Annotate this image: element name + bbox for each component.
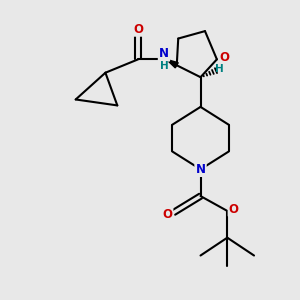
Text: O: O [219, 51, 229, 64]
Text: O: O [133, 22, 143, 35]
Text: O: O [229, 202, 239, 216]
Text: O: O [162, 208, 172, 221]
Text: H: H [160, 61, 168, 71]
Text: H: H [215, 64, 224, 74]
Text: N: N [196, 163, 206, 176]
Text: N: N [159, 47, 169, 61]
Polygon shape [166, 59, 178, 68]
